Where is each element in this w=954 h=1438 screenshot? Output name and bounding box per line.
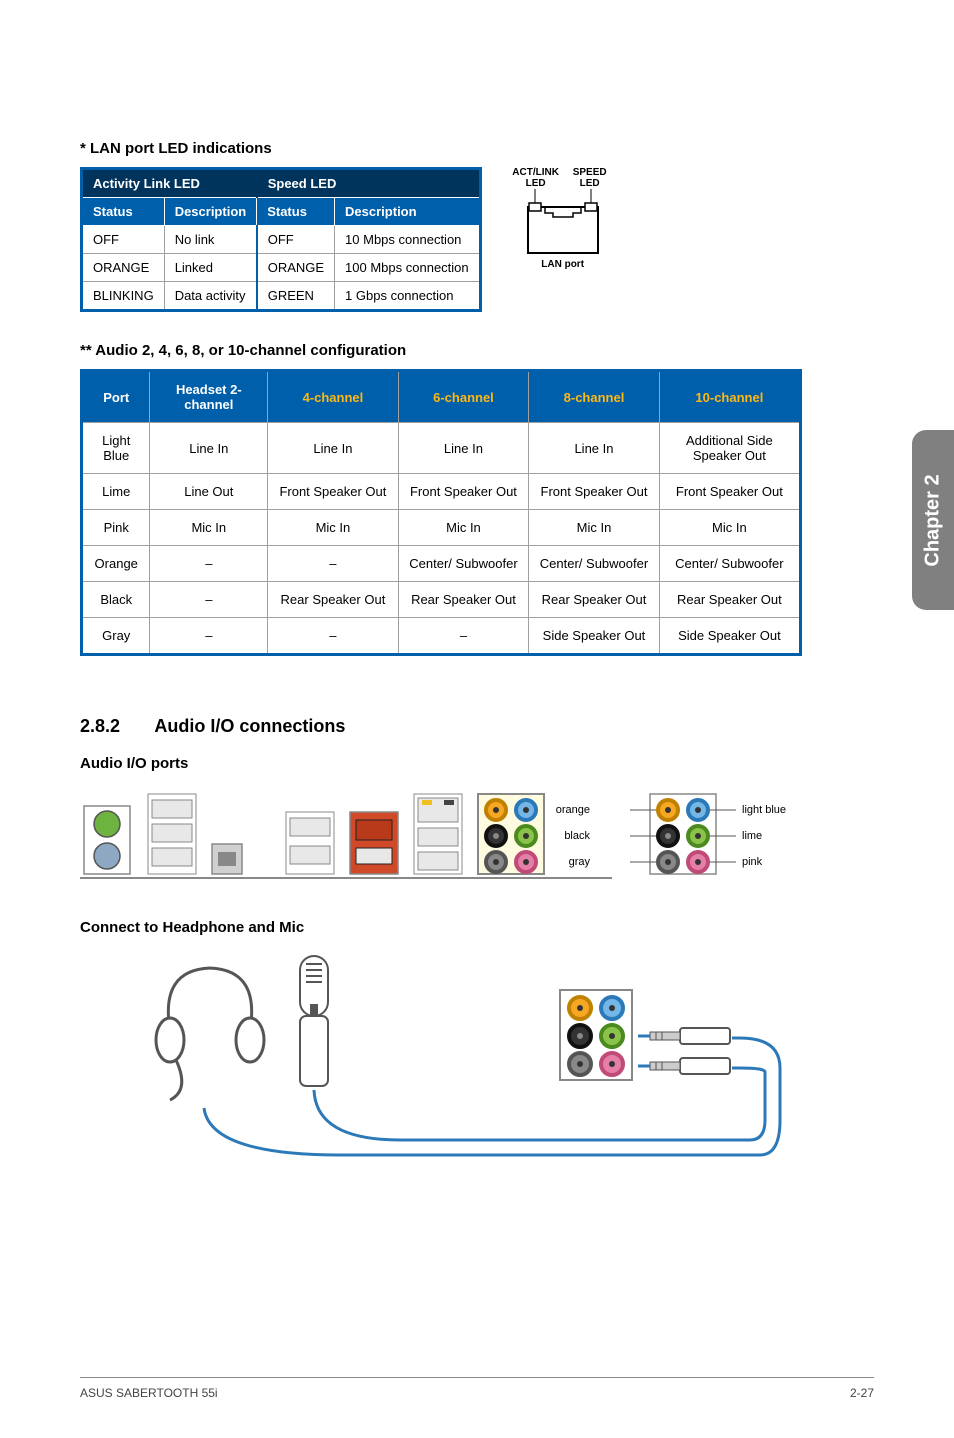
table-row: OFF No link OFF 10 Mbps connection [82, 226, 481, 254]
cell: 100 Mbps connection [335, 254, 481, 282]
col-status-1: Status [82, 198, 165, 226]
cell: Front Speaker Out [268, 474, 399, 510]
lan-led-title: * LAN port LED indications [80, 140, 874, 157]
col-port: Port [82, 371, 150, 423]
col-10ch: 10-channel [659, 371, 800, 423]
cell: – [150, 582, 268, 618]
cell: Rear Speaker Out [659, 582, 800, 618]
cell: Rear Speaker Out [268, 582, 399, 618]
cell: – [268, 546, 399, 582]
cell: – [398, 618, 529, 655]
cell: ORANGE [82, 254, 165, 282]
cell: Center/ Subwoofer [529, 546, 660, 582]
cell: Lime [82, 474, 150, 510]
label-pink: pink [742, 856, 763, 868]
cell: Center/ Subwoofer [659, 546, 800, 582]
label-lightblue: light blue [742, 804, 786, 816]
cell: Line In [529, 423, 660, 474]
cell: Additional Side Speaker Out [659, 423, 800, 474]
cell: Side Speaker Out [659, 618, 800, 655]
connect-headphone-heading: Connect to Headphone and Mic [80, 919, 874, 936]
section-number: 2.8.2 [80, 716, 120, 737]
cell: Black [82, 582, 150, 618]
cell: Rear Speaker Out [529, 582, 660, 618]
table-row: ORANGE Linked ORANGE 100 Mbps connection [82, 254, 481, 282]
speed-header: Speed LED [257, 169, 480, 198]
audio-config-table: Port Headset 2-channel 4-channel 6-chann… [80, 369, 802, 656]
cell: Rear Speaker Out [398, 582, 529, 618]
section-title: Audio I/O connections [154, 716, 345, 736]
cell: Mic In [659, 510, 800, 546]
io-panel-diagram: orange black gray light blue lime pink [80, 786, 874, 891]
lan-area: Activity Link LED Speed LED Status Descr… [80, 167, 874, 312]
activity-link-header: Activity Link LED [82, 169, 257, 198]
cell: Orange [82, 546, 150, 582]
cell: 10 Mbps connection [335, 226, 481, 254]
cell: OFF [82, 226, 165, 254]
cell: OFF [257, 226, 335, 254]
label-orange: orange [556, 804, 590, 816]
speed-led-label: SPEED LED [566, 167, 614, 189]
table-row: BLINKING Data activity GREEN 1 Gbps conn… [82, 282, 481, 311]
headphone-mic-diagram [140, 950, 874, 1185]
lan-port-label: LAN port [512, 259, 614, 270]
cell: Mic In [268, 510, 399, 546]
col-2ch: Headset 2-channel [150, 371, 268, 423]
label-gray: gray [569, 856, 591, 868]
cell: Data activity [164, 282, 257, 311]
audio-config-title: ** Audio 2, 4, 6, 8, or 10-channel confi… [80, 342, 874, 359]
label-lime: lime [742, 830, 762, 842]
col-4ch: 4-channel [268, 371, 399, 423]
cell: Front Speaker Out [659, 474, 800, 510]
cell: – [150, 618, 268, 655]
table-row: Lime Line Out Front Speaker Out Front Sp… [82, 474, 801, 510]
footer-right: 2-27 [850, 1386, 874, 1400]
chapter-side-tab: Chapter 2 [912, 430, 954, 610]
cell: – [268, 618, 399, 655]
cell: Side Speaker Out [529, 618, 660, 655]
cell: Light Blue [82, 423, 150, 474]
col-6ch: 6-channel [398, 371, 529, 423]
table-row: Black – Rear Speaker Out Rear Speaker Ou… [82, 582, 801, 618]
table-row: Light Blue Line In Line In Line In Line … [82, 423, 801, 474]
lan-led-table: Activity Link LED Speed LED Status Descr… [80, 167, 482, 312]
actlink-led-label: ACT/LINK LED [512, 167, 560, 189]
col-desc-2: Description [335, 198, 481, 226]
cell: Line In [268, 423, 399, 474]
table-row: Orange – – Center/ Subwoofer Center/ Sub… [82, 546, 801, 582]
page-footer: ASUS SABERTOOTH 55i 2-27 [80, 1377, 874, 1400]
cell: Pink [82, 510, 150, 546]
cell: – [150, 546, 268, 582]
footer-left: ASUS SABERTOOTH 55i [80, 1386, 218, 1400]
cell: Mic In [398, 510, 529, 546]
cell: Center/ Subwoofer [398, 546, 529, 582]
cell: 1 Gbps connection [335, 282, 481, 311]
cell: ORANGE [257, 254, 335, 282]
cell: Line In [398, 423, 529, 474]
lan-port-diagram: ACT/LINK LED SPEED LED LAN port [512, 167, 614, 270]
label-black: black [564, 830, 590, 842]
chapter-label: Chapter 2 [922, 474, 945, 566]
cell: Gray [82, 618, 150, 655]
col-status-2: Status [257, 198, 335, 226]
col-8ch: 8-channel [529, 371, 660, 423]
cell: Front Speaker Out [529, 474, 660, 510]
table-row: Pink Mic In Mic In Mic In Mic In Mic In [82, 510, 801, 546]
cell: GREEN [257, 282, 335, 311]
cell: Line Out [150, 474, 268, 510]
cell: Line In [150, 423, 268, 474]
cell: Mic In [150, 510, 268, 546]
table-row: Gray – – – Side Speaker Out Side Speaker… [82, 618, 801, 655]
cell: BLINKING [82, 282, 165, 311]
col-desc-1: Description [164, 198, 257, 226]
cell: No link [164, 226, 257, 254]
section-heading-282: 2.8.2 Audio I/O connections [80, 716, 874, 737]
cell: Front Speaker Out [398, 474, 529, 510]
cell: Mic In [529, 510, 660, 546]
lan-port-icon [513, 189, 613, 259]
audio-io-ports-heading: Audio I/O ports [80, 755, 874, 772]
cell: Linked [164, 254, 257, 282]
